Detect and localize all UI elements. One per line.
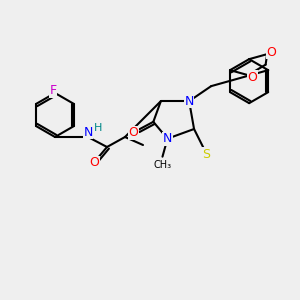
Text: O: O [89, 157, 99, 169]
Text: N: N [163, 132, 172, 145]
Text: O: O [128, 126, 138, 139]
Text: N: N [184, 94, 194, 108]
Text: H: H [94, 123, 102, 133]
Text: N: N [83, 125, 93, 139]
Text: CH₃: CH₃ [153, 160, 172, 170]
Text: O: O [247, 70, 257, 84]
Text: F: F [50, 85, 57, 98]
Text: S: S [202, 148, 210, 160]
Text: O: O [266, 46, 276, 59]
